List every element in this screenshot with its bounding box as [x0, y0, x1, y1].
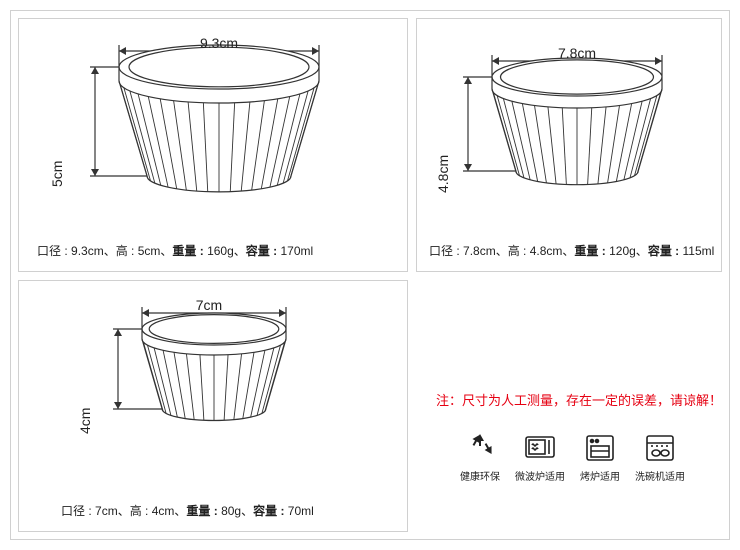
t: 、高 :	[496, 244, 530, 258]
t: 7.8cm	[463, 244, 496, 258]
icon-label: 洗碗机适用	[635, 468, 685, 483]
spec-line-large: 口径 : 9.3cm、高 : 5cm、重量 : 160g、容量 : 170ml	[37, 242, 313, 259]
t: 、	[636, 244, 648, 258]
t: 、	[562, 244, 574, 258]
t: 重量 :	[172, 244, 207, 258]
icon-label: 微波炉适用	[515, 468, 565, 483]
width-label-large: 9.3cm	[139, 35, 299, 51]
feature-oven: 烤炉适用	[576, 430, 624, 483]
t: 9.3cm	[71, 244, 104, 258]
t: 容量 :	[253, 504, 288, 518]
t: 重量 :	[574, 244, 609, 258]
t: 4cm	[152, 504, 175, 518]
panel-info: 注：尺寸为人工测量，存在一定的误差，请谅解！ 健康环保	[416, 280, 722, 532]
t: 重量 :	[186, 504, 221, 518]
width-label-medium: 7.8cm	[507, 45, 647, 61]
t: 170ml	[280, 244, 313, 258]
feature-icon-row: 健康环保 微波炉适用	[456, 430, 684, 483]
panel-large: 9.3cm 5cm 口径 : 9.3cm、高 : 5cm、重量 : 160g、容…	[18, 18, 408, 272]
feature-recycle: 健康环保	[456, 430, 504, 483]
spec-line-small: 口径 : 7cm、高 : 4cm、重量 : 80g、容量 : 70ml	[61, 502, 314, 519]
height-label-small: 4cm	[77, 393, 93, 448]
feature-dishwasher: 洗碗机适用	[636, 430, 684, 483]
t: 口径 :	[61, 504, 95, 518]
t: 80g	[221, 504, 241, 518]
microwave-icon	[522, 430, 558, 466]
t: 70ml	[288, 504, 314, 518]
dishwasher-icon	[642, 430, 678, 466]
panel-medium: 7.8cm 4.8cm 口径 : 7.8cm、高 : 4.8cm、重量 : 12…	[416, 18, 722, 272]
panel-small: 7cm 4cm 口径 : 7cm、高 : 4cm、重量 : 80g、容量 : 7…	[18, 280, 408, 532]
height-label-large: 5cm	[49, 139, 65, 209]
recycle-icon	[462, 430, 498, 466]
feature-microwave: 微波炉适用	[516, 430, 564, 483]
t: 、高 :	[118, 504, 152, 518]
measurement-note: 注：尺寸为人工测量，存在一定的误差，请谅解！	[436, 390, 722, 409]
t: 、	[160, 244, 172, 258]
t: 4.8cm	[530, 244, 563, 258]
t: 120g	[609, 244, 636, 258]
bowl-large	[19, 19, 409, 239]
t: 、	[234, 244, 246, 258]
t: 、	[241, 504, 253, 518]
t: 容量 :	[648, 244, 683, 258]
t: 、高 :	[104, 244, 138, 258]
t: 160g	[207, 244, 234, 258]
oven-icon	[582, 430, 618, 466]
t: 容量 :	[246, 244, 281, 258]
t: 口径 :	[429, 244, 463, 258]
height-label-medium: 4.8cm	[435, 141, 451, 206]
t: 口径 :	[37, 244, 71, 258]
t: 115ml	[682, 244, 714, 258]
t: 7cm	[95, 504, 118, 518]
t: 5cm	[138, 244, 161, 258]
icon-label: 健康环保	[460, 468, 500, 483]
icon-label: 烤炉适用	[580, 468, 620, 483]
spec-line-medium: 口径 : 7.8cm、高 : 4.8cm、重量 : 120g、容量 : 115m…	[429, 242, 714, 259]
width-label-small: 7cm	[149, 297, 269, 313]
t: 、	[174, 504, 186, 518]
